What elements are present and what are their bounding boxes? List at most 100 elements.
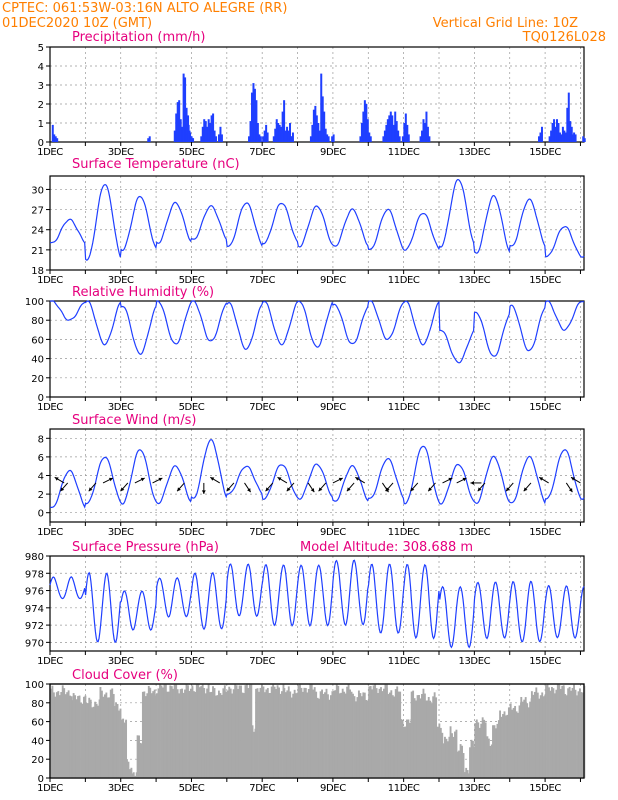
cloud-bar (72, 693, 75, 778)
precip-bar (425, 111, 428, 142)
cloud-xtick-label: 7DEC (249, 783, 275, 794)
precip-bar (200, 136, 203, 142)
precip-bar (320, 73, 323, 142)
cloud-bar (459, 744, 462, 778)
rh-frame (49, 300, 585, 398)
cloud-bar (235, 685, 238, 778)
precip-bar (327, 136, 330, 142)
cloud-bar (85, 702, 88, 778)
cloud-bar (448, 736, 451, 778)
cloud-bar (179, 689, 182, 778)
cloud-bar (182, 692, 185, 778)
precip-bar (212, 113, 215, 142)
precip-bar (213, 130, 216, 142)
cloud-bar (189, 688, 192, 778)
cloud-bar (507, 707, 510, 778)
precip-ytick-label: 2 (38, 100, 44, 111)
precip-bar (201, 126, 204, 142)
precip-bar (385, 124, 388, 142)
cloud-bar (111, 688, 114, 778)
cloud-bar (458, 750, 461, 778)
cloud-bar (497, 720, 500, 778)
cloud-bar (319, 691, 322, 778)
precip-bar (51, 124, 54, 142)
cloud-bar (262, 686, 265, 778)
precip-bar (419, 136, 422, 142)
cloud-ytick-label: 100 (25, 680, 44, 691)
precip-bar (312, 109, 315, 142)
cloud-bar (573, 684, 575, 778)
cloud-bar (293, 689, 296, 778)
cloud-bar (535, 687, 538, 778)
cloud-bar (362, 692, 365, 778)
precip-bar (209, 123, 212, 142)
pres-ytick-label: 980 (25, 552, 44, 563)
cloud-bar (325, 688, 328, 778)
precip-bar (286, 126, 289, 142)
cloud-bar (290, 697, 293, 778)
pres-series-line (49, 559, 585, 649)
precip-bar (266, 132, 269, 142)
cloud-bar (175, 684, 178, 778)
cloud-bar (263, 692, 266, 778)
wind-arrow-head (120, 487, 125, 492)
precip-bar (178, 100, 181, 142)
cloud-bar (240, 685, 242, 778)
cloud-bar (195, 684, 198, 778)
cloud-bar (533, 691, 536, 778)
cloud-bar (309, 684, 312, 778)
wind-arrow-head (286, 487, 291, 492)
cloud-bar (369, 686, 372, 778)
precip-bar (263, 130, 266, 142)
cloud-bar (375, 688, 378, 778)
cloud-bar (313, 687, 316, 778)
precip-bar (406, 124, 409, 142)
cloud-bar (438, 723, 441, 778)
cloud-bar (353, 696, 356, 778)
cloud-bar (185, 684, 188, 778)
cloud-bar (371, 689, 374, 778)
cloud-bar (346, 686, 349, 778)
precip-bar (570, 126, 573, 142)
pres-frame (49, 555, 585, 652)
cloud-bar (191, 685, 194, 778)
cloud-bar (564, 694, 567, 778)
cloud-bar (216, 695, 219, 778)
precip-bar (397, 130, 400, 142)
cloud-bar (318, 698, 321, 778)
cloud-bar (279, 693, 282, 778)
precip-bar (318, 130, 321, 142)
cloud-bar (58, 695, 61, 778)
precip-bar (207, 119, 210, 142)
cloud-bar (153, 689, 156, 778)
precip-bar (284, 130, 287, 142)
cloud-bar (469, 747, 471, 778)
cloud-bar (132, 772, 135, 778)
rh-ytick-label: 20 (31, 374, 44, 385)
run-datetime: 01DEC2020 10Z (GMT) (2, 16, 152, 31)
cloud-bar (139, 742, 142, 778)
cloud-bar (283, 688, 286, 778)
cloud-bar (329, 695, 332, 778)
wind-arrow-head (385, 487, 390, 492)
cloud-bar (213, 688, 216, 778)
cloud-bar (222, 688, 225, 778)
wind-xtick-label: 7DEC (249, 527, 275, 538)
precip-bar (360, 123, 363, 142)
temp-xtick-label: 3DEC (108, 275, 134, 286)
temp-xtick-label: 13DEC (459, 275, 491, 286)
precip-bar (256, 123, 259, 142)
cloud-bar (83, 696, 85, 778)
precip-bar (248, 136, 251, 142)
cloud-bar (250, 684, 253, 778)
cloud-bar (78, 695, 81, 778)
cloud-bar (524, 697, 527, 778)
cloud-bar (484, 740, 487, 778)
precip-xtick-label: 3DEC (108, 147, 134, 158)
rh-title: Relative Humidity (%) (72, 285, 214, 300)
cloud-bar (60, 692, 63, 778)
cloud-bar (324, 692, 326, 778)
precip-bar (383, 130, 386, 142)
cloud-bar (426, 700, 429, 778)
wind-arrow-head (410, 487, 415, 492)
